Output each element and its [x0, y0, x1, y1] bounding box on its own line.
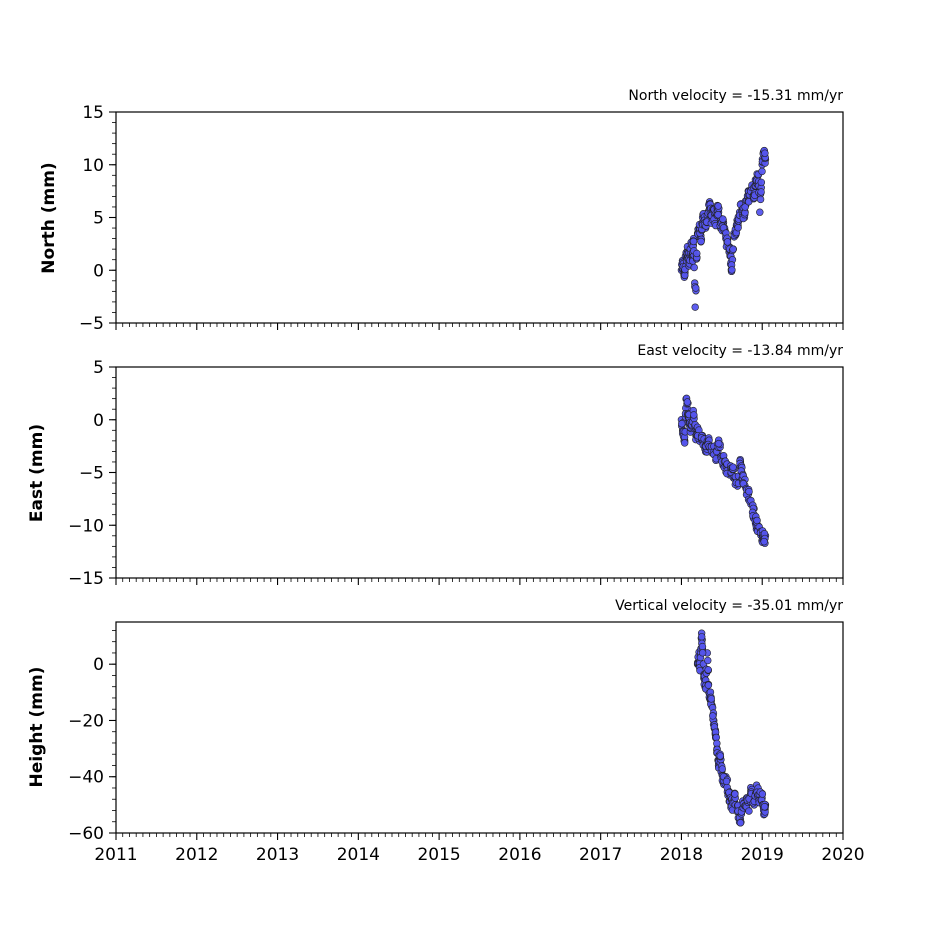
north-ticks: −5 0 5 10 15 — [79, 103, 844, 334]
data-point — [716, 752, 724, 760]
data-point — [729, 463, 737, 471]
data-point — [683, 398, 692, 406]
data-point — [704, 666, 712, 674]
height-plot-frame — [115, 621, 844, 834]
east-plot-frame — [115, 366, 844, 579]
data-point — [758, 167, 766, 176]
data-point — [690, 263, 698, 272]
data-point — [709, 712, 717, 720]
data-point — [690, 411, 698, 419]
data-point — [714, 211, 722, 219]
y-tick-label: −5 — [79, 314, 104, 334]
y-tick-label: 0 — [93, 655, 104, 675]
data-point — [697, 237, 705, 246]
y-tick-label: 0 — [93, 261, 104, 281]
data-point — [756, 195, 765, 204]
panel-east: East velocity = -13.84 mm/yr East (mm) −… — [27, 343, 844, 589]
data-point — [760, 537, 768, 546]
data-point — [745, 807, 753, 815]
x-tick-label: 2019 — [741, 845, 784, 865]
data-point — [714, 202, 722, 210]
x-tick-label: 2017 — [579, 845, 622, 865]
x-tick-label: 2016 — [498, 845, 541, 865]
y-tick-label: 5 — [93, 209, 104, 229]
data-point — [719, 215, 727, 223]
north-plot-frame — [115, 111, 844, 324]
east-axis-title: East (mm) — [27, 424, 47, 522]
data-point — [707, 695, 715, 703]
x-tick-label: 2018 — [660, 845, 703, 865]
x-tick-label: 2014 — [337, 845, 380, 865]
panel-north: North velocity = -15.31 mm/yr North (mm)… — [39, 88, 844, 334]
data-point — [715, 439, 723, 448]
east-velocity-title: East velocity = -13.84 mm/yr — [637, 343, 843, 359]
vertical-velocity-title: Vertical velocity = -35.01 mm/yr — [615, 598, 843, 614]
data-point — [723, 238, 732, 246]
data-point — [680, 439, 689, 447]
data-point — [722, 777, 731, 786]
y-tick-label: −5 — [79, 464, 104, 484]
data-point — [757, 178, 766, 187]
y-tick-label: −60 — [68, 824, 104, 844]
x-tick-label: 2013 — [256, 845, 299, 865]
data-point — [692, 284, 700, 292]
data-point — [728, 266, 736, 274]
x-tick-label: 2011 — [94, 845, 137, 865]
height-points — [693, 629, 770, 827]
y-tick-label: 10 — [82, 156, 104, 176]
height-ticks: −60 −40 −20 0 2011 2012 2013 2014 2015 2016 2017 20… — [68, 630, 865, 865]
north-points — [677, 146, 770, 311]
data-point — [734, 224, 742, 232]
x-tick-label: 2020 — [821, 845, 864, 865]
y-tick-label: −10 — [68, 516, 104, 536]
data-point — [760, 803, 769, 811]
data-point — [761, 149, 769, 157]
data-point — [758, 790, 767, 798]
x-tick-label: 2012 — [175, 845, 218, 865]
east-points — [677, 394, 770, 547]
y-tick-label: 5 — [93, 358, 104, 378]
data-point — [718, 765, 727, 773]
y-tick-label: −40 — [68, 768, 104, 788]
x-tick-label: 2015 — [417, 845, 460, 865]
east-ticks: −15 −10 −5 0 5 — [68, 358, 844, 589]
data-point — [678, 420, 686, 428]
panel-height: Vertical velocity = -35.01 mm/yr Height … — [27, 598, 865, 865]
data-point — [753, 516, 761, 525]
data-point — [731, 790, 739, 798]
data-point — [729, 245, 737, 253]
data-point — [689, 237, 698, 246]
data-point — [704, 681, 713, 689]
data-point — [698, 642, 707, 651]
y-tick-label: −20 — [68, 711, 104, 731]
y-tick-label: 0 — [93, 411, 104, 431]
y-tick-label: 15 — [82, 103, 104, 123]
data-point — [756, 208, 764, 216]
data-point — [698, 633, 706, 641]
north-axis-title: North (mm) — [39, 162, 59, 273]
data-point — [736, 819, 745, 827]
height-axis-title: Height (mm) — [27, 667, 47, 788]
y-tick-label: −15 — [68, 569, 104, 589]
north-velocity-title: North velocity = -15.31 mm/yr — [628, 88, 843, 104]
data-point — [691, 303, 699, 311]
data-point — [693, 249, 701, 258]
data-point — [745, 487, 753, 496]
data-point — [757, 188, 765, 196]
data-point — [698, 649, 707, 657]
data-point — [704, 656, 712, 665]
